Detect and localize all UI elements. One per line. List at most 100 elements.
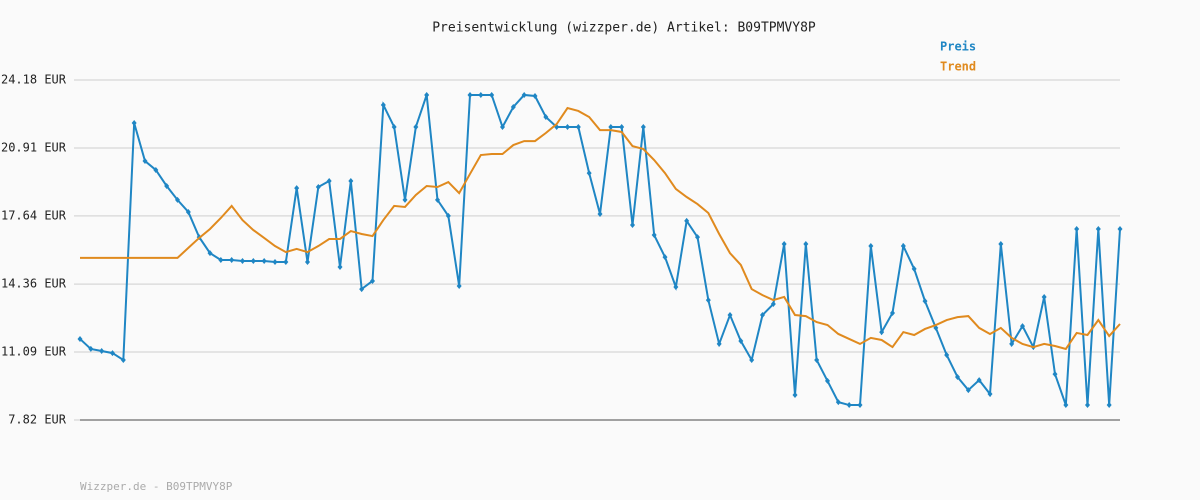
y-tick-label: 17.64 EUR xyxy=(1,208,67,222)
point xyxy=(944,351,950,358)
point xyxy=(435,196,440,203)
point xyxy=(835,399,841,406)
point xyxy=(857,402,863,409)
point xyxy=(911,265,917,272)
point xyxy=(142,158,148,165)
point xyxy=(467,91,473,98)
point xyxy=(695,234,700,241)
point xyxy=(413,123,419,130)
point xyxy=(1009,340,1015,347)
point xyxy=(640,123,646,130)
point xyxy=(402,196,408,203)
footer: Wizzper.de - B09TPMVY8P xyxy=(80,480,233,493)
point xyxy=(879,329,885,336)
point xyxy=(749,356,755,363)
point xyxy=(1117,226,1123,233)
point xyxy=(608,123,614,130)
y-tick-label: 7.82 EUR xyxy=(8,413,67,427)
point xyxy=(456,282,462,289)
point xyxy=(532,93,538,100)
point xyxy=(825,377,830,384)
point xyxy=(391,123,397,130)
point xyxy=(99,348,105,355)
point xyxy=(250,258,256,265)
point xyxy=(359,286,365,293)
point xyxy=(586,170,592,177)
point xyxy=(868,243,874,250)
point xyxy=(716,340,722,347)
point xyxy=(597,211,603,218)
point xyxy=(998,240,1004,247)
point xyxy=(803,240,809,247)
point xyxy=(240,258,245,265)
point xyxy=(922,298,928,305)
point xyxy=(1074,226,1080,233)
point xyxy=(294,185,300,192)
point xyxy=(272,259,278,266)
point xyxy=(478,91,484,98)
point xyxy=(185,208,191,215)
point xyxy=(738,338,744,345)
point xyxy=(770,301,776,308)
point xyxy=(261,258,267,265)
point xyxy=(1063,402,1069,409)
point xyxy=(727,312,733,319)
point xyxy=(315,184,321,191)
point xyxy=(965,387,971,394)
point xyxy=(1052,371,1058,378)
point xyxy=(229,256,235,263)
point xyxy=(760,312,765,319)
point xyxy=(337,264,343,271)
point xyxy=(153,166,159,173)
point xyxy=(500,123,505,130)
line-1 xyxy=(80,106,1121,351)
y-tick-label: 24.18 EUR xyxy=(1,73,67,87)
point xyxy=(348,178,354,185)
point xyxy=(1041,293,1047,300)
point xyxy=(890,309,895,316)
point xyxy=(1020,323,1025,330)
point xyxy=(424,91,430,98)
chart-title: Preisentwicklung (wizzper.de) Artikel: B… xyxy=(432,21,816,36)
point xyxy=(987,391,993,398)
legend-label: Preis xyxy=(940,40,976,54)
point xyxy=(900,243,906,250)
y-tick-label: 11.09 EUR xyxy=(1,345,67,359)
point xyxy=(218,256,224,263)
point xyxy=(792,392,798,399)
point xyxy=(1095,226,1101,233)
point xyxy=(175,196,180,203)
point xyxy=(565,123,570,130)
point xyxy=(630,222,635,229)
point xyxy=(662,254,668,261)
point xyxy=(510,104,516,111)
point xyxy=(445,212,451,219)
point xyxy=(846,402,852,409)
point xyxy=(88,345,94,352)
point xyxy=(207,250,213,257)
point xyxy=(120,356,126,363)
point xyxy=(955,373,960,380)
point xyxy=(77,335,83,342)
point xyxy=(1106,402,1112,409)
point xyxy=(489,91,495,98)
point xyxy=(283,259,289,266)
point xyxy=(1085,402,1090,409)
point xyxy=(684,217,690,224)
point xyxy=(814,356,820,363)
y-tick-label: 20.91 EUR xyxy=(1,140,67,154)
point xyxy=(110,350,115,357)
y-tick-label: 14.36 EUR xyxy=(1,277,67,291)
point xyxy=(976,377,982,384)
point xyxy=(575,123,581,130)
point xyxy=(521,91,527,98)
point xyxy=(543,113,549,120)
legend-label: Trend xyxy=(940,60,976,74)
point xyxy=(305,259,310,266)
point xyxy=(619,123,625,130)
point xyxy=(673,283,679,290)
point xyxy=(781,240,787,247)
